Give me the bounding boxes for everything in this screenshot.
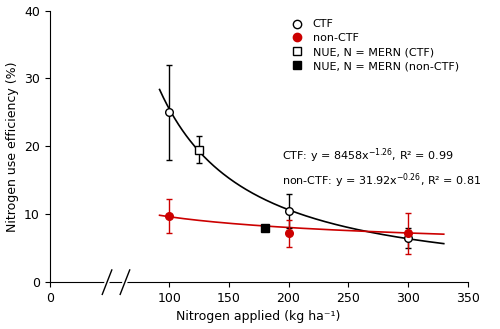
Legend: CTF, non-CTF, NUE, N = MERN (CTF), NUE, N = MERN (non-CTF): CTF, non-CTF, NUE, N = MERN (CTF), NUE, … (282, 16, 462, 74)
Y-axis label: Nitrogen use efficiency (%): Nitrogen use efficiency (%) (6, 61, 18, 232)
Text: CTF: y = 8458x$^{-1.26}$, R² = 0.99: CTF: y = 8458x$^{-1.26}$, R² = 0.99 (282, 146, 454, 165)
Text: non-CTF: y = 31.92x$^{-0.26}$, R² = 0.81: non-CTF: y = 31.92x$^{-0.26}$, R² = 0.81 (282, 171, 481, 190)
X-axis label: Nitrogen applied (kg ha⁻¹): Nitrogen applied (kg ha⁻¹) (176, 311, 341, 323)
